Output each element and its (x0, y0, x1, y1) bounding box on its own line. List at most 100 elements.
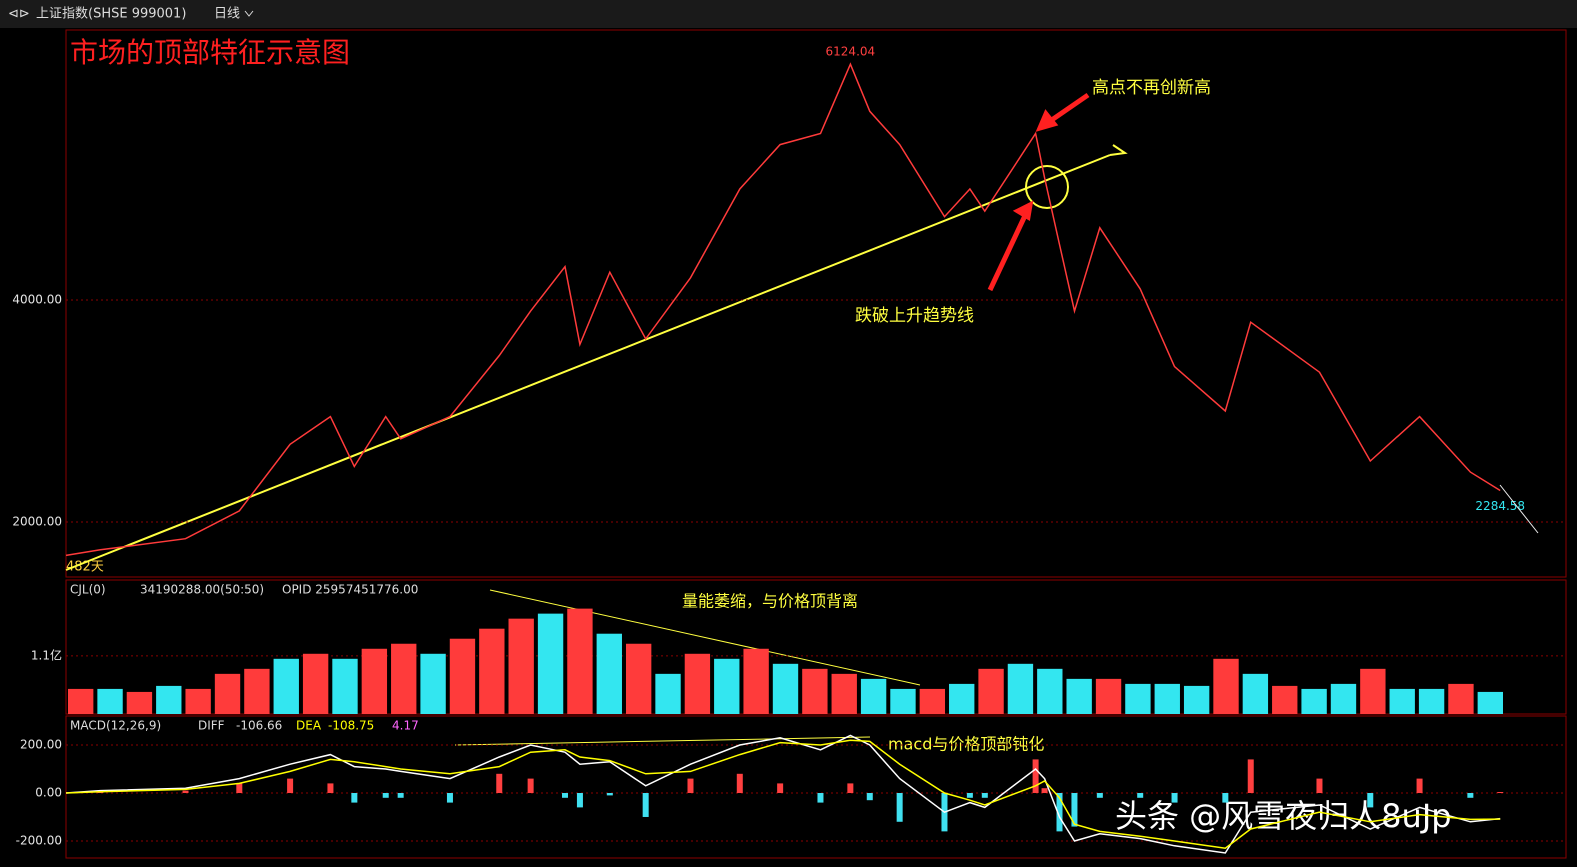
down-arrow (1499, 484, 1539, 534)
macd-bar (1071, 792, 1078, 827)
macd-bar (1171, 792, 1178, 803)
volume-bar (1066, 678, 1092, 714)
volume-bar (302, 653, 329, 714)
divergence-line (489, 589, 921, 686)
period[interactable]: 日线 (214, 7, 240, 22)
y-tick-label: 1.1亿 (31, 647, 62, 662)
chart-title: 市场的顶部特征示意图 (70, 36, 350, 69)
price-frame (65, 29, 1567, 578)
volume-bar (1330, 683, 1357, 714)
macd-bar (351, 792, 358, 803)
volume-bar (1301, 688, 1327, 714)
price-line (65, 62, 1501, 557)
macd-line (65, 734, 1501, 854)
volume-bar (1213, 658, 1239, 714)
macd-bar (847, 783, 854, 793)
volume-bar (479, 628, 505, 714)
volume-bar (1125, 683, 1151, 714)
volume-bar (625, 643, 652, 714)
volume-bar (684, 653, 711, 714)
volume-info: 34190288.00(50:50) (140, 583, 264, 597)
macd-bar (981, 792, 988, 798)
macd-bar (1316, 778, 1323, 793)
volume-bar (244, 668, 270, 714)
macd-bar (896, 792, 903, 822)
volume-bar (361, 648, 388, 714)
volume-bar (537, 613, 564, 714)
toolbar (0, 0, 1577, 28)
volume-bar (214, 673, 241, 714)
volume-bar (449, 638, 476, 714)
symbol[interactable]: 上证指数(SHSE 999001) (36, 7, 186, 22)
volume-bar (97, 688, 123, 714)
macd-bar (287, 778, 294, 793)
macd-bar (327, 783, 334, 793)
volume-bar (860, 678, 887, 714)
volume-bar (890, 688, 916, 714)
macd-bar (777, 783, 784, 793)
volume-bar (1272, 685, 1298, 714)
macd-bar (817, 792, 824, 803)
volume-bar (1037, 668, 1063, 714)
annotation: 量能萎缩，与价格顶背离 (682, 592, 858, 611)
volume-bar (420, 653, 446, 714)
nav-icon[interactable]: ⊲⊳ (8, 7, 30, 22)
macd-frame (65, 715, 1567, 859)
macd-bar (1032, 759, 1039, 793)
volume-bar (772, 663, 799, 714)
macd-bar (1367, 792, 1374, 808)
volume-bar (126, 691, 153, 714)
macd-bar (397, 792, 404, 798)
volume-bar (391, 643, 417, 714)
trend-line (65, 154, 1111, 571)
macd-bar (561, 792, 568, 798)
volume-bar (1418, 688, 1445, 714)
macd-bar (1056, 792, 1063, 832)
macd-bar (736, 773, 743, 793)
macd-bar (496, 773, 503, 793)
volume-bar (1154, 683, 1180, 714)
volume-bar (156, 685, 182, 714)
macd-bar (1137, 792, 1144, 798)
volume-bar (1095, 678, 1122, 714)
volume-bar (802, 668, 828, 714)
annotation: macd与价格顶部钝化 (888, 735, 1044, 754)
macd-bar (236, 783, 243, 793)
macd-bar (446, 792, 453, 803)
low-label: 2284.58 (1475, 499, 1525, 513)
volume-bar (1007, 663, 1034, 714)
macd-title: MACD(12,26,9) (70, 719, 161, 733)
volume-bar (1389, 688, 1415, 714)
macd-bar (576, 792, 583, 808)
watermark: 头条 @风雪夜归人8uJp (1115, 797, 1452, 835)
macd-bar (642, 792, 649, 817)
legend-value: -106.66 (236, 719, 282, 733)
macd-bar (1497, 791, 1504, 793)
volume-bar (1477, 691, 1503, 714)
break-circle (1025, 165, 1069, 209)
macd-bar (527, 778, 534, 793)
macd-bar (1096, 792, 1103, 798)
y-tick-label: 0.00 (35, 785, 62, 799)
period-caret[interactable] (244, 10, 254, 17)
volume-bar (1360, 668, 1386, 714)
volume-title: CJL(0) (70, 583, 106, 597)
volume-bar (273, 658, 299, 714)
volume-bar (185, 688, 211, 714)
y-tick-label: 4000.00 (12, 293, 62, 307)
red-arrow (987, 200, 1034, 292)
volume-bar (919, 688, 946, 714)
macd-bar (1467, 792, 1474, 798)
volume-bar (831, 673, 857, 714)
y-tick-label: 200.00 (20, 738, 62, 752)
high-label: 6124.04 (826, 45, 876, 59)
macd-bar (866, 792, 873, 801)
volume-bar (508, 618, 534, 714)
macd-bar (182, 790, 189, 793)
macd-bar (1041, 788, 1048, 793)
trend-arrow (1109, 144, 1128, 156)
macd-bar (1416, 778, 1423, 793)
macd-bar (966, 792, 973, 798)
